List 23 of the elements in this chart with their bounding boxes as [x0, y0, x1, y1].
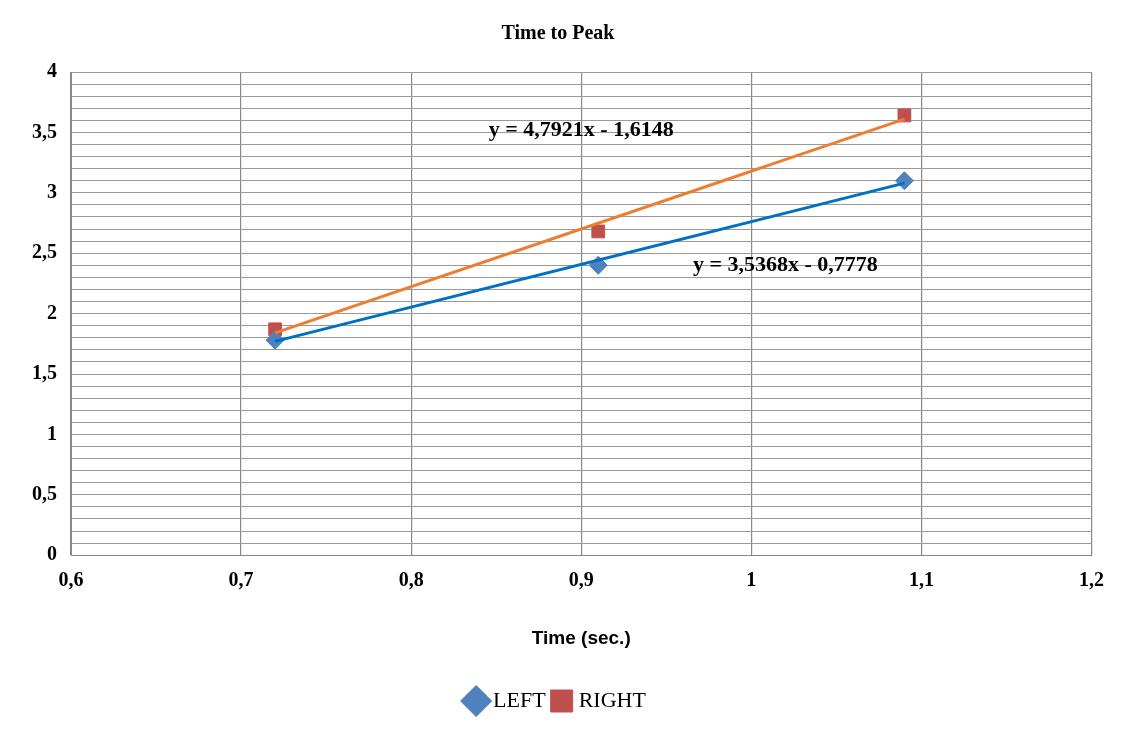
y-tick-label: 0,5: [32, 481, 57, 504]
x-axis-title: Time (sec.): [531, 626, 631, 648]
legend-label: RIGHT: [578, 686, 647, 712]
y-tick-label: 1: [47, 421, 57, 444]
point: [591, 224, 606, 239]
y-tick-label: 1,5: [32, 361, 57, 384]
x-tick-label: 0,8: [398, 568, 424, 591]
y-tick-label: 3,5: [32, 119, 57, 142]
y-tick-label: 4: [47, 59, 57, 82]
legend-label: LEFT: [493, 686, 547, 712]
y-tick-label: 3: [47, 179, 57, 202]
chart-title: Time to Peak: [501, 21, 616, 44]
x-tick-label: 0,7: [228, 568, 254, 591]
x-tick-label: 1,1: [908, 568, 934, 591]
x-tick-label: 1,2: [1079, 568, 1104, 591]
annotation: y = 3,5368x - 0,7778: [692, 250, 878, 276]
y-tick-label: 2,5: [32, 240, 57, 263]
y-tick-label: 2: [47, 300, 57, 323]
x-tick-label: 1: [746, 568, 757, 591]
y-tick-label: 0: [47, 542, 57, 565]
annotation: y = 4,7921x - 1,6148: [488, 115, 674, 141]
x-tick-label: 0,6: [58, 568, 84, 591]
x-tick-label: 0,9: [568, 568, 594, 591]
